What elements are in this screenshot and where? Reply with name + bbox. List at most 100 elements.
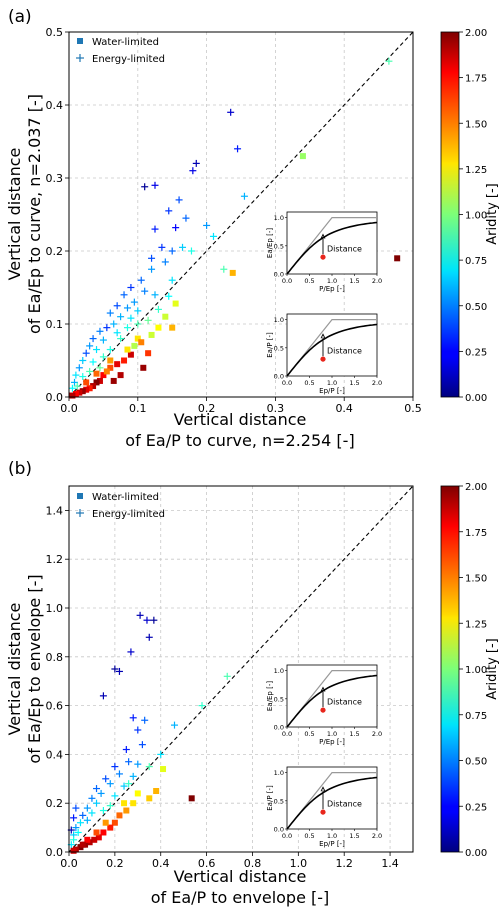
- energy-limited-point: [127, 648, 135, 656]
- inset-y-tick-label: 0.0: [274, 271, 284, 279]
- water-limited-point: [96, 377, 103, 384]
- y-tick-label: 1.2: [46, 553, 64, 566]
- colorbar-tick-label: 2.00: [465, 28, 487, 39]
- energy-limited-point: [145, 633, 153, 641]
- inset-y-tick-label: 0.0: [274, 373, 284, 381]
- water-limited-point: [107, 824, 114, 831]
- energy-limited-point: [144, 316, 152, 324]
- water-limited-point: [394, 255, 401, 262]
- energy-limited-point: [123, 304, 131, 312]
- inset-x-tick-label: 0.5: [304, 277, 314, 285]
- legend-energy-limited: Energy-limited: [92, 54, 165, 65]
- legend-energy-limited: Energy-limited: [92, 509, 165, 520]
- energy-limited-point: [73, 382, 81, 390]
- water-limited-point: [69, 392, 76, 399]
- water-limited-point: [102, 819, 109, 826]
- inset-x-tick-label: 1.5: [349, 379, 359, 387]
- water-limited-point: [70, 847, 77, 854]
- energy-limited-point: [203, 221, 211, 229]
- inset-distance-label: Distance: [327, 347, 362, 356]
- x-tick-label: 0.4: [152, 857, 170, 870]
- energy-limited-point: [129, 772, 137, 780]
- energy-limited-point: [93, 785, 101, 793]
- water-limited-point: [86, 385, 93, 392]
- energy-limited-point: [385, 57, 393, 65]
- energy-limited-point: [83, 804, 91, 812]
- inset-x-tick-label: 1.0: [327, 277, 337, 285]
- energy-limited-point: [240, 192, 248, 200]
- energy-limited-point: [111, 665, 119, 673]
- water-limited-point: [146, 795, 153, 802]
- inset-y-label: Ea/P [-]: [266, 332, 274, 358]
- y-tick-label: 0.2: [46, 245, 64, 258]
- energy-limited-point: [97, 789, 105, 797]
- water-limited-point: [169, 324, 176, 331]
- energy-limited-point: [71, 378, 79, 386]
- inset-x-tick-label: 1.5: [349, 277, 359, 285]
- y-axis-label: Vertical distance: [5, 603, 24, 736]
- energy-limited-point: [234, 145, 242, 153]
- x-tick-label: 0.0: [60, 402, 78, 415]
- scatter-points: [68, 57, 401, 399]
- inset-x-label: Ep/P [-]: [319, 387, 345, 395]
- y-axis-label: Vertical distance: [5, 148, 24, 281]
- water-limited-point: [93, 829, 100, 836]
- inset-frame: [286, 313, 378, 377]
- inset-y-tick-label: 0.0: [274, 826, 284, 834]
- energy-limited-point: [120, 782, 128, 790]
- energy-limited-point: [86, 367, 94, 375]
- inset-y-tick-label: 1.0: [274, 769, 284, 777]
- energy-limited-point: [134, 320, 142, 328]
- energy-limited-point: [179, 243, 187, 251]
- energy-limited-point: [187, 247, 195, 255]
- water-limited-point: [188, 795, 195, 802]
- energy-limited-point: [151, 181, 159, 189]
- energy-limited-point: [111, 792, 119, 800]
- energy-limited-point: [172, 224, 180, 232]
- inset-curve: [286, 221, 378, 275]
- energy-limited-point: [189, 167, 197, 175]
- y-tick-label: 0.6: [46, 700, 64, 713]
- energy-limited-point: [117, 335, 125, 343]
- energy-limited-point: [134, 760, 142, 768]
- inset-curve: [286, 674, 378, 728]
- energy-limited-point: [165, 207, 173, 215]
- x-tick-label: 1.2: [335, 857, 353, 870]
- water-limited-point: [93, 370, 100, 377]
- water-limited-point: [79, 841, 86, 848]
- y-tick-label: 0.2: [46, 797, 64, 810]
- inset-point: [320, 707, 326, 713]
- inset-x-tick-label: 2.0: [372, 832, 382, 840]
- energy-limited-point: [137, 276, 145, 284]
- energy-limited-point: [96, 364, 104, 372]
- energy-limited-point: [96, 327, 104, 335]
- energy-limited-legend-marker: [76, 509, 84, 517]
- colorbar: [440, 31, 460, 398]
- energy-limited-point: [168, 247, 176, 255]
- colorbar-label: Aridity [-]: [485, 638, 500, 699]
- water-limited-legend-marker: [77, 38, 83, 44]
- inset-x-tick-label: 0.5: [304, 832, 314, 840]
- water-limited-point: [162, 313, 169, 320]
- water-limited-point: [299, 153, 306, 160]
- energy-limited-point: [89, 335, 97, 343]
- energy-limited-point: [117, 313, 125, 321]
- energy-limited-point: [83, 816, 91, 824]
- water-limited-point: [100, 372, 107, 379]
- energy-limited-point: [165, 292, 173, 300]
- energy-limited-point: [89, 358, 97, 366]
- water-limited-point: [121, 800, 128, 807]
- inset-distance-label: Distance: [327, 245, 362, 254]
- inset-point: [320, 356, 326, 362]
- water-limited-point: [138, 339, 145, 346]
- colorbar-ticks: 0.00 0.25 0.50 0.75 1.00 1.25 1.50 1.75 2.00: [459, 28, 487, 404]
- energy-limited-legend-marker: [76, 54, 84, 62]
- colorbar-label: Aridity [-]: [485, 183, 500, 244]
- energy-limited-point: [115, 667, 123, 675]
- colorbar-tick-label: 1.00: [465, 665, 487, 676]
- energy-limited-point: [145, 763, 153, 771]
- inset-x-tick-label: 1.5: [349, 730, 359, 738]
- inset-curve: [286, 323, 378, 377]
- water-limited-point: [76, 389, 83, 396]
